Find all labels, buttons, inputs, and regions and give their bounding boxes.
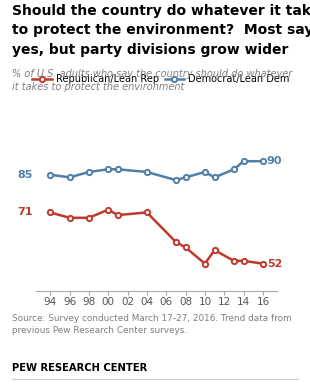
Text: PEW RESEARCH CENTER: PEW RESEARCH CENTER (12, 363, 148, 374)
Text: yes, but party divisions grow wider: yes, but party divisions grow wider (12, 43, 289, 57)
Text: 52: 52 (267, 259, 282, 269)
Text: Should the country do whatever it takes: Should the country do whatever it takes (12, 4, 310, 18)
Text: 85: 85 (17, 170, 33, 180)
Text: 90: 90 (267, 156, 282, 166)
Text: % of U.S. adults who say the country should do whatever: % of U.S. adults who say the country sho… (12, 69, 293, 80)
Text: to protect the environment?  Most say: to protect the environment? Most say (12, 23, 310, 37)
Text: it takes to protect the environment: it takes to protect the environment (12, 82, 185, 92)
Text: 71: 71 (17, 207, 33, 217)
Legend: Republican/Lean Rep, Democrat/Lean Dem: Republican/Lean Rep, Democrat/Lean Dem (29, 70, 293, 88)
Text: Source: Survey conducted March 17-27, 2016. Trend data from
previous Pew Researc: Source: Survey conducted March 17-27, 20… (12, 314, 292, 335)
